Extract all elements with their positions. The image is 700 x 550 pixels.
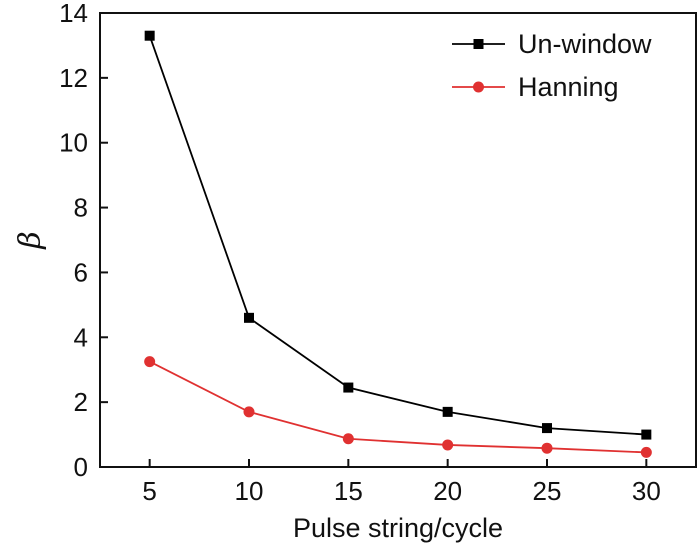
x-tick-label: 30 — [632, 476, 661, 506]
y-tick-label: 8 — [74, 193, 88, 223]
x-tick-label: 25 — [533, 476, 562, 506]
data-point-un-window — [343, 382, 354, 393]
series-layer — [144, 30, 652, 458]
data-point-un-window — [542, 423, 552, 434]
data-point-hanning — [342, 433, 354, 445]
x-axis-title: Pulse string/cycle — [293, 513, 503, 543]
y-axis-title: β — [13, 231, 48, 249]
legend-marker-hanning — [473, 81, 484, 93]
x-axis-ticks: 5 10 15 20 25 30 — [142, 459, 661, 506]
data-point-un-window — [144, 30, 155, 41]
y-tick-label: 14 — [59, 0, 88, 28]
data-point-un-window — [641, 429, 652, 440]
data-point-un-window — [244, 312, 254, 323]
data-point-hanning — [144, 356, 156, 368]
legend: Un-window Hanning — [452, 29, 652, 102]
y-tick-label: 10 — [59, 128, 88, 158]
data-point-hanning — [442, 439, 454, 451]
y-tick-label: 6 — [74, 257, 88, 287]
x-tick-label: 15 — [334, 476, 363, 506]
series-line-un-window — [148, 35, 647, 436]
y-axis-ticks: 0 2 4 6 8 10 12 14 — [59, 0, 108, 482]
x-tick-label: 20 — [433, 476, 462, 506]
y-tick-label: 12 — [59, 63, 88, 93]
y-tick-label: 4 — [74, 322, 88, 352]
legend-label-un-window: Un-window — [518, 29, 652, 59]
data-point-un-window — [442, 406, 453, 417]
data-point-hanning — [243, 406, 255, 418]
series-line-hanning — [149, 360, 647, 454]
legend-marker-un-window — [473, 39, 484, 49]
x-tick-label: 5 — [142, 476, 156, 506]
legend-label-hanning: Hanning — [518, 72, 619, 102]
data-point-hanning — [640, 446, 652, 458]
x-tick-label: 10 — [235, 476, 264, 506]
plot-frame — [99, 12, 697, 468]
data-point-hanning — [541, 442, 553, 454]
y-tick-label: 2 — [74, 387, 88, 417]
y-tick-label: 0 — [74, 452, 88, 482]
